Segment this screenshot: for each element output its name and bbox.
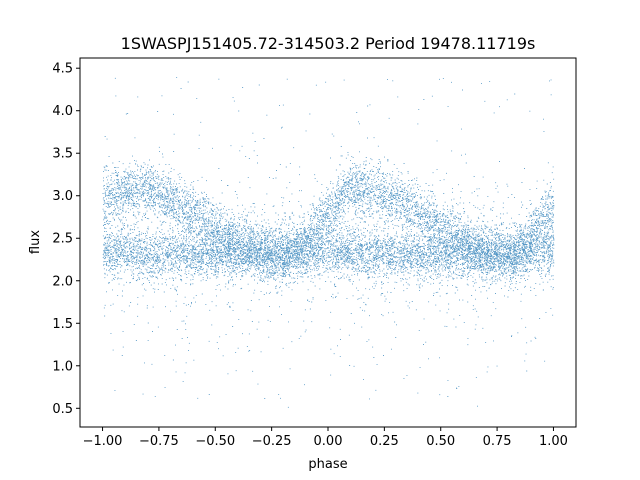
- y-tick-label: 0.5: [52, 402, 73, 417]
- data-points: [102, 76, 555, 408]
- x-axis-label: phase: [308, 457, 347, 472]
- x-tick-label: 0.75: [483, 434, 512, 449]
- y-tick-label: 2.5: [52, 232, 73, 247]
- y-tick-label: 3.5: [52, 147, 73, 162]
- y-tick-label: 1.5: [52, 317, 73, 332]
- chart-title: 1SWASPJ151405.72-314503.2 Period 19478.1…: [121, 34, 536, 53]
- x-tick-label: −0.25: [252, 434, 292, 449]
- y-tick-label: 2.0: [52, 274, 73, 289]
- y-axis-ticks: 0.5 1.0 1.5 2.0 2.5 3.0 3.5 4.0 4.5: [52, 62, 80, 417]
- x-tick-label: −0.50: [195, 434, 235, 449]
- x-axis-ticks: −1.00 −0.75 −0.50 −0.25 0.00 0.25 0.50 0.75 1.00: [83, 427, 568, 449]
- x-tick-label: 0.25: [370, 434, 399, 449]
- x-tick-label: −0.75: [139, 434, 179, 449]
- y-axis-label: flux: [28, 230, 43, 254]
- x-tick-label: 1.00: [539, 434, 568, 449]
- y-tick-label: 1.0: [52, 359, 73, 374]
- x-tick-label: 0.00: [314, 434, 343, 449]
- x-tick-label: 0.50: [426, 434, 455, 449]
- y-tick-label: 4.0: [52, 104, 73, 119]
- y-tick-label: 3.0: [52, 189, 73, 204]
- scatter-points: [102, 76, 555, 408]
- y-tick-label: 4.5: [52, 62, 73, 77]
- x-tick-label: −1.00: [83, 434, 123, 449]
